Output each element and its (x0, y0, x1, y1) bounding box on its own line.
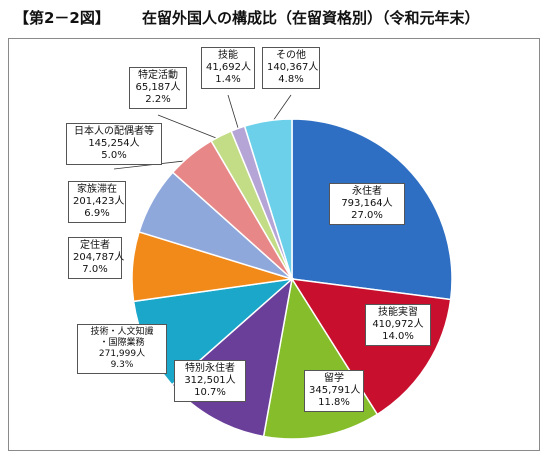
slice-percent-1: 14.0% (382, 331, 414, 342)
figure-label: 【第2－2図】 (14, 9, 110, 27)
callout-7: 日本人の配偶者等 145,254人 5.0% (66, 123, 162, 165)
slice-value-5: 204,787人 (73, 252, 125, 263)
chart-title: 【第2－2図】 在留外国人の構成比（在留資格別）（令和元年末） (0, 0, 552, 36)
slice-percent-10: 4.8% (278, 74, 304, 85)
callout-10: その他 140,367人 4.8% (262, 47, 320, 89)
slice-name-9: 技能 (218, 50, 238, 61)
slice-value-9: 41,692人 (206, 62, 251, 73)
slice-value-3: 312,501人 (184, 375, 236, 386)
slice-percent-2: 11.8% (318, 397, 350, 408)
slice-value-2: 345,791人 (309, 385, 361, 396)
slice-value-8: 65,187人 (135, 82, 181, 93)
slice-percent-4: 9.3% (110, 360, 134, 370)
slice-value-1: 410,972人 (372, 319, 424, 330)
slice-percent-7: 5.0% (101, 150, 127, 161)
slice-percent-8: 2.2% (145, 94, 171, 105)
slice-name-8: 特定活動 (138, 70, 178, 81)
pie-chart (113, 94, 453, 440)
slice-name-1: 技能実習 (378, 307, 418, 318)
slice-name-2: 留学 (324, 373, 344, 384)
slice-name-5: 定住者 (80, 240, 110, 251)
callout-1: 技能実習 410,972人 14.0% (365, 304, 431, 346)
slice-name-6: 家族滞在 (77, 184, 117, 195)
callout-3: 特別永住者 312,501人 10.7% (174, 360, 246, 402)
slice-percent-3: 10.7% (194, 387, 226, 398)
callout-4: 技術・人文知識 ・国際業務 271,999人 9.3% (77, 324, 167, 374)
callout-5: 定住者 204,787人 7.0% (68, 237, 125, 279)
callout-2: 留学 345,791人 11.8% (304, 370, 364, 412)
slice-percent-5: 7.0% (82, 264, 108, 275)
callout-9: 技能 41,692人 1.4% (201, 47, 255, 89)
slice-value-6: 201,423人 (73, 196, 125, 207)
slice-percent-9: 1.4% (215, 74, 241, 85)
chart-frame: 永住者 793,164人 27.0% 技能実習 410,972人 14.0% 留学 345,7… (8, 38, 540, 451)
leader-line-9 (227, 94, 241, 135)
slice-value-10: 140,367人 (267, 62, 319, 73)
slice-name-4-0: 技術・人文知識 (90, 327, 154, 337)
pie-slice-10 (243, 118, 293, 280)
leader-line-8 (157, 114, 224, 142)
slice-name-3: 特別永住者 (185, 363, 235, 374)
callout-6: 家族滞在 201,423人 6.9% (68, 181, 126, 223)
slice-value-7: 145,254人 (88, 138, 140, 149)
slice-value-4: 271,999人 (98, 349, 146, 359)
pie-slices (131, 118, 453, 440)
callout-8: 特定活動 65,187人 2.2% (129, 67, 187, 109)
slice-name-10: その他 (276, 50, 306, 61)
figure-title: 在留外国人の構成比（在留資格別）（令和元年末） (142, 9, 480, 27)
slice-value-0: 793,164人 (341, 198, 393, 209)
slice-percent-0: 27.0% (351, 210, 383, 221)
slice-name-7: 日本人の配偶者等 (74, 126, 154, 137)
callout-0: 永住者 793,164人 27.0% (329, 183, 405, 225)
slice-percent-6: 6.9% (84, 208, 110, 219)
slice-name-4-1: ・国際業務 (99, 338, 145, 348)
slice-name-0: 永住者 (352, 186, 382, 197)
